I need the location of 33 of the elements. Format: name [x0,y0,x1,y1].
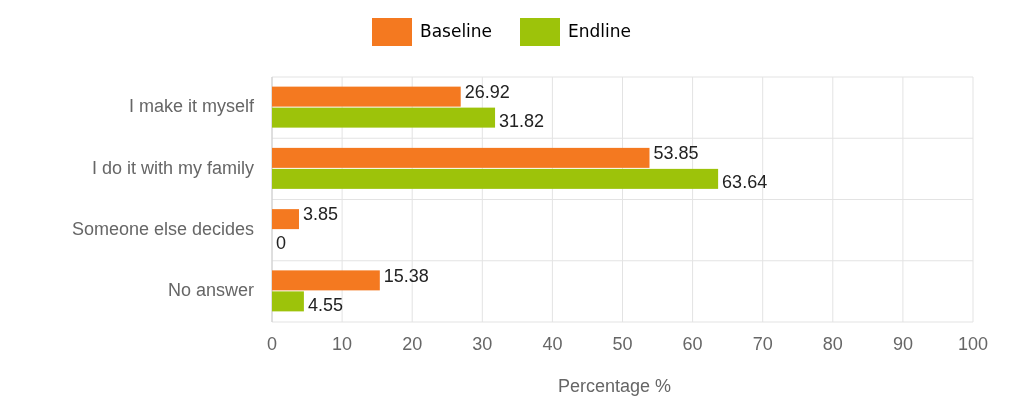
x-tick-label: 10 [332,334,353,354]
x-tick-label: 70 [752,334,773,354]
x-axis-title: Percentage % [557,376,672,396]
bar [272,209,299,230]
x-tick-label: 60 [682,334,703,354]
data-label: 15.38 [383,265,429,286]
x-tick-label: 100 [957,334,989,354]
x-tick-label: 20 [402,334,423,354]
bar [272,86,461,107]
bar [272,291,304,312]
data-label: 53.85 [653,143,699,164]
legend-label: Endline [568,21,631,41]
bar [272,270,380,291]
y-tick-label: I do it with my family [91,157,254,178]
x-tick-label: 0 [266,334,278,354]
data-label: 4.55 [307,294,343,315]
bar [272,168,719,189]
legend-label: Baseline [420,21,493,41]
bar [272,107,496,128]
data-label: 26.92 [464,81,510,102]
y-tick-label: I make it myself [128,96,255,117]
data-label: 31.82 [499,110,545,131]
data-label: 3.85 [302,204,339,225]
data-label: 63.64 [722,172,768,193]
x-tick-label: 50 [612,334,633,354]
bar [272,147,650,168]
data-label: 0 [276,233,287,254]
x-tick-label: 80 [822,334,843,354]
y-tick-label: Someone else decides [71,218,254,239]
x-tick-label: 90 [892,334,913,354]
x-tick-label: 40 [542,334,563,354]
y-tick-label: No answer [167,280,254,301]
x-tick-label: 30 [472,334,493,354]
